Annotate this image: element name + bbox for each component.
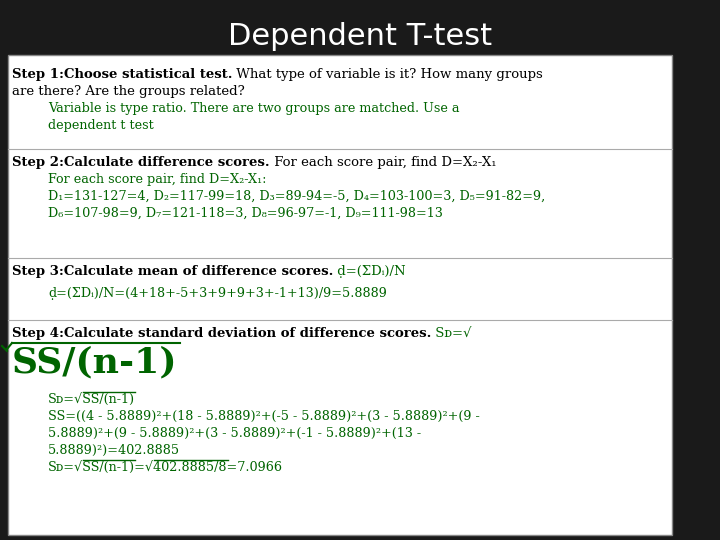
Text: are there? Are the groups related?: are there? Are the groups related? <box>12 85 245 98</box>
Text: Sᴅ=√: Sᴅ=√ <box>431 327 472 340</box>
Text: Variable is type ratio. There are two groups are matched. Use a: Variable is type ratio. There are two gr… <box>48 102 459 115</box>
Text: ḍ=(ΣDᵢ)/N: ḍ=(ΣDᵢ)/N <box>333 265 406 278</box>
Text: Step 4:Calculate standard deviation of difference scores.: Step 4:Calculate standard deviation of d… <box>12 327 431 340</box>
Text: Step 3:Calculate mean of difference scores.: Step 3:Calculate mean of difference scor… <box>12 265 333 278</box>
Text: Step 2:Calculate difference scores.: Step 2:Calculate difference scores. <box>12 156 269 169</box>
Text: Dependent T-test: Dependent T-test <box>228 22 492 51</box>
Text: For each score pair, find D=X₂-X₁: For each score pair, find D=X₂-X₁ <box>269 156 496 169</box>
Text: SS/(n-1): SS/(n-1) <box>12 345 178 379</box>
Text: For each score pair, find D=X₂-X₁:: For each score pair, find D=X₂-X₁: <box>48 173 266 186</box>
Text: D₆=107-98=9, D₇=121-118=3, D₈=96-97=-1, D₉=111-98=13: D₆=107-98=9, D₇=121-118=3, D₈=96-97=-1, … <box>48 207 443 220</box>
Text: 5.8889)²)=402.8885: 5.8889)²)=402.8885 <box>48 444 180 457</box>
Text: Step 1:Choose statistical test.: Step 1:Choose statistical test. <box>12 68 233 81</box>
Bar <box>8 55 672 535</box>
Text: SS=((4 - 5.8889)²+(18 - 5.8889)²+(-5 - 5.8889)²+(3 - 5.8889)²+(9 -: SS=((4 - 5.8889)²+(18 - 5.8889)²+(-5 - 5… <box>48 410 480 423</box>
Text: dependent t test: dependent t test <box>48 119 154 132</box>
Text: Sᴅ=√SS/(n-1): Sᴅ=√SS/(n-1) <box>48 393 135 406</box>
Text: D₁=131-127=4, D₂=117-99=18, D₃=89-94=-5, D₄=103-100=3, D₅=91-82=9,: D₁=131-127=4, D₂=117-99=18, D₃=89-94=-5,… <box>48 190 545 203</box>
Text: Sᴅ=√: Sᴅ=√ <box>48 393 83 406</box>
Text: Sᴅ=√SS/(n-1)=√402.8885/8=7.0966: Sᴅ=√SS/(n-1)=√402.8885/8=7.0966 <box>48 461 283 474</box>
Text: Sᴅ=√: Sᴅ=√ <box>48 461 83 474</box>
Text: ḍ=(ΣDᵢ)/N=(4+18+-5+3+9+9+3+-1+13)/9=5.8889: ḍ=(ΣDᵢ)/N=(4+18+-5+3+9+9+3+-1+13)/9=5.88… <box>48 287 387 300</box>
Text: 5.8889)²+(9 - 5.8889)²+(3 - 5.8889)²+(-1 - 5.8889)²+(13 -: 5.8889)²+(9 - 5.8889)²+(3 - 5.8889)²+(-1… <box>48 427 421 440</box>
Text: What type of variable is it? How many groups: What type of variable is it? How many gr… <box>233 68 544 81</box>
